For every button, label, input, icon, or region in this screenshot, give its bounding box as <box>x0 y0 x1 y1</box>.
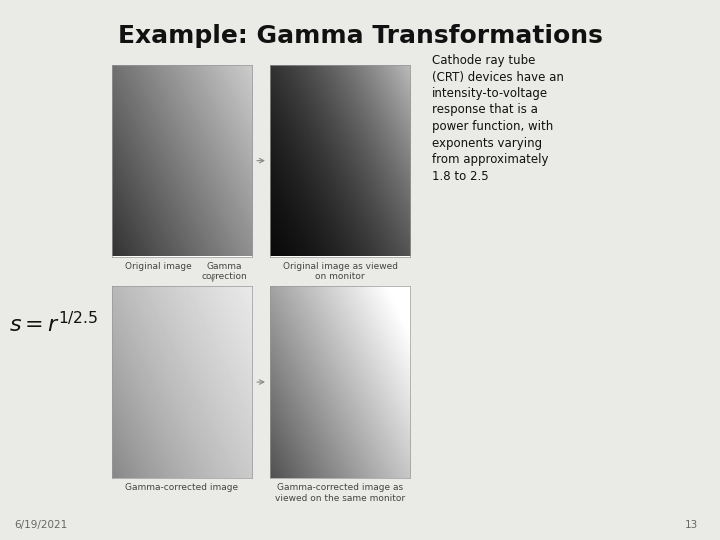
Text: 13: 13 <box>685 520 698 530</box>
Text: 6/19/2021: 6/19/2021 <box>14 520 68 530</box>
Text: Original image as viewed
on monitor: Original image as viewed on monitor <box>283 262 397 281</box>
Text: Original image: Original image <box>125 262 192 271</box>
Text: Gamma-corrected image as
viewed on the same monitor: Gamma-corrected image as viewed on the s… <box>275 483 405 503</box>
Text: Gamma-corrected image: Gamma-corrected image <box>125 483 238 492</box>
Text: $s = r^{1/2.5}$: $s = r^{1/2.5}$ <box>9 312 99 336</box>
Text: Gamma
correction: Gamma correction <box>201 262 247 281</box>
Text: Cathode ray tube
(CRT) devices have an
intensity-to-voltage
response that is a
p: Cathode ray tube (CRT) devices have an i… <box>432 54 564 183</box>
Text: Example: Gamma Transformations: Example: Gamma Transformations <box>117 24 603 48</box>
